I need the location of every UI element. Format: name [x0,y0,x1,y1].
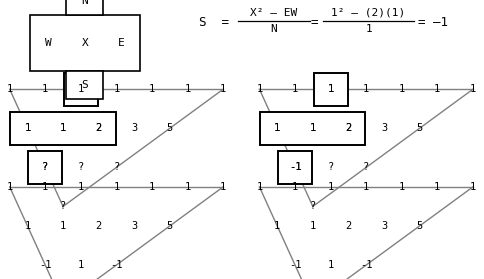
Text: 1: 1 [256,182,262,192]
Text: ?: ? [363,162,368,172]
Text: 1: 1 [24,221,30,231]
Text: X² – EW: X² – EW [250,8,297,18]
Text: 1: 1 [327,84,333,94]
Bar [28,151,62,184]
Bar [30,15,140,71]
Text: 2: 2 [345,123,351,133]
Text: ?: ? [327,162,333,172]
Text: 1: 1 [327,182,333,192]
Text: 1: 1 [60,123,66,133]
Text: 3: 3 [380,123,386,133]
Text: 1: 1 [469,182,475,192]
Bar [63,73,98,106]
Text: 1: 1 [309,123,315,133]
Text: S  =: S = [198,16,228,29]
Text: 2: 2 [345,221,351,231]
Text: ?: ? [113,162,119,172]
Bar [66,71,103,99]
Text: 1: 1 [364,24,371,34]
Text: 1: 1 [7,84,13,94]
Text: 2: 2 [95,221,102,231]
Text: 5: 5 [166,221,172,231]
Text: 1: 1 [363,182,368,192]
Text: 1: 1 [113,182,119,192]
Text: 1: 1 [327,260,333,270]
Text: -1: -1 [288,162,301,172]
Text: 1: 1 [24,123,30,133]
Text: N: N [270,24,277,34]
Text: 2: 2 [345,123,351,133]
Text: 1: 1 [7,182,13,192]
Text: 3: 3 [131,123,137,133]
Text: 3: 3 [380,221,386,231]
Text: 1: 1 [77,260,84,270]
Text: -1: -1 [359,260,372,270]
Text: 1: 1 [256,84,262,94]
Text: N: N [81,0,88,6]
Text: 1: 1 [309,221,315,231]
Text: ?: ? [42,162,48,172]
Text: ?: ? [77,162,84,172]
Text: 1: 1 [433,84,439,94]
Text: -1: -1 [110,260,122,270]
Text: 1: 1 [220,182,226,192]
Text: = –1: = –1 [417,16,447,29]
Text: 1: 1 [42,182,48,192]
Text: =: = [310,16,318,29]
Text: 1: 1 [149,182,155,192]
Text: ?: ? [42,162,48,172]
Text: S: S [81,80,88,90]
Text: 1: 1 [24,123,30,133]
Text: 1: 1 [184,84,190,94]
Text: -1: -1 [288,162,301,172]
Text: 1: 1 [291,84,298,94]
Text: 1: 1 [77,84,84,94]
Text: 2: 2 [95,123,102,133]
Text: 1: 1 [113,84,119,94]
Text: -1: -1 [39,260,51,270]
Text: 1² – (2)(1): 1² – (2)(1) [331,8,405,18]
Text: 1: 1 [398,84,404,94]
Text: 1: 1 [60,123,66,133]
Text: -1: -1 [288,260,301,270]
Bar [259,112,365,145]
Text: 1: 1 [77,182,84,192]
Text: 1: 1 [60,221,66,231]
Text: 1: 1 [42,84,48,94]
Text: 5: 5 [416,221,422,231]
Text: 1: 1 [327,84,333,94]
Text: 1: 1 [291,182,298,192]
Text: 1: 1 [220,84,226,94]
Text: 5: 5 [166,123,172,133]
Text: 1: 1 [433,182,439,192]
Text: 5: 5 [416,123,422,133]
Text: 1: 1 [273,123,280,133]
Text: W: W [45,38,51,48]
Text: 1: 1 [149,84,155,94]
Text: 1: 1 [363,84,368,94]
Text: ?: ? [60,201,66,211]
Text: E: E [118,38,125,48]
Text: 1: 1 [309,123,315,133]
Text: X: X [81,38,88,48]
Text: 1: 1 [469,84,475,94]
Bar [277,151,312,184]
Text: 1: 1 [398,182,404,192]
Text: 2: 2 [95,123,102,133]
Text: 1: 1 [273,221,280,231]
Text: 1: 1 [184,182,190,192]
Bar [10,112,116,145]
Text: 1: 1 [273,123,280,133]
Text: 1: 1 [77,84,84,94]
Bar [66,0,103,15]
Text: 3: 3 [131,221,137,231]
Bar [313,73,347,106]
Text: ?: ? [309,201,315,211]
